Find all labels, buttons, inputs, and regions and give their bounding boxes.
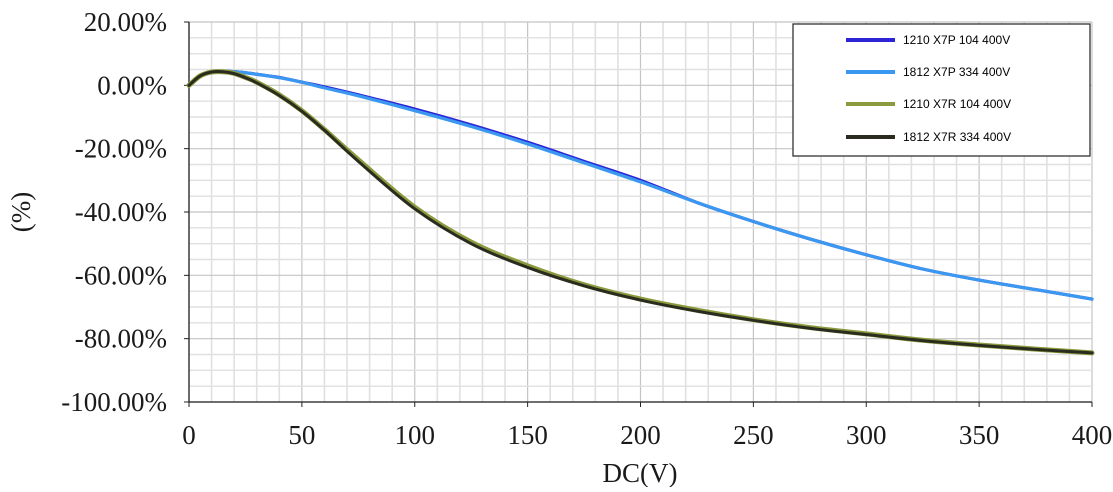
y-tick-label: -60.00% [75, 260, 167, 290]
y-tick-label: -40.00% [75, 197, 167, 227]
x-tick-label: 150 [507, 420, 548, 450]
legend-label-4: 1812 X7R 334 400V [903, 130, 1011, 144]
legend-label-3: 1210 X7R 104 400V [903, 97, 1011, 111]
legend-box [792, 23, 1091, 157]
x-tick-label: 400 [1072, 420, 1113, 450]
x-tick-label: 50 [288, 420, 315, 450]
legend-label-2: 1812 X7P 334 400V [903, 65, 1010, 79]
y-tick-label: -100.00% [61, 387, 167, 417]
x-tick-label: 250 [733, 420, 774, 450]
y-tick-label: -20.00% [75, 134, 167, 164]
x-tick-label: 300 [846, 420, 887, 450]
y-axis-title: (%) [6, 192, 36, 232]
series-line-4 [187, 70, 1094, 355]
x-tick-label: 100 [395, 420, 436, 450]
x-tick-label: 0 [182, 420, 196, 450]
x-tick-label: 350 [959, 420, 1000, 450]
x-tick-label: 200 [620, 420, 661, 450]
legend-label-1: 1210 X7P 104 400V [903, 33, 1010, 47]
y-tick-label: 0.00% [97, 70, 167, 100]
x-axis-title: DC(V) [603, 458, 678, 487]
y-tick-label: -80.00% [75, 324, 167, 354]
y-tick-label: 20.00% [84, 7, 167, 37]
